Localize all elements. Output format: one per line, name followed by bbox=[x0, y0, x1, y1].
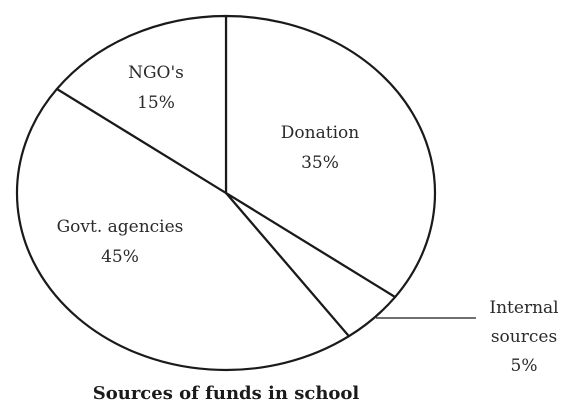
slice-label-ngo-s: NGO's bbox=[128, 63, 184, 83]
pie-slice-donation bbox=[224, 14, 437, 299]
slice-percent-govt-agencies: 45% bbox=[101, 247, 139, 267]
pie-slice-govt-agencies bbox=[15, 87, 350, 372]
pie-slice-ngo-s bbox=[55, 14, 228, 195]
slice-percent-donation: 35% bbox=[301, 153, 339, 173]
chart-title: Sources of funds in school bbox=[93, 383, 360, 404]
pie-labels: Donation 35% Internal sources 5% Govt. agenci… bbox=[57, 63, 559, 376]
slice-percent-internal-sources: 5% bbox=[511, 356, 538, 376]
slice-label-internal-sources-line-2: sources bbox=[491, 327, 557, 347]
pie-slices bbox=[15, 14, 437, 372]
slice-percent-ngo-s: 15% bbox=[137, 93, 175, 113]
slice-label-donation: Donation bbox=[281, 123, 359, 143]
slice-label-govt-agencies: Govt. agencies bbox=[57, 217, 184, 237]
slice-label-internal-sources-line-1: Internal bbox=[489, 298, 558, 318]
